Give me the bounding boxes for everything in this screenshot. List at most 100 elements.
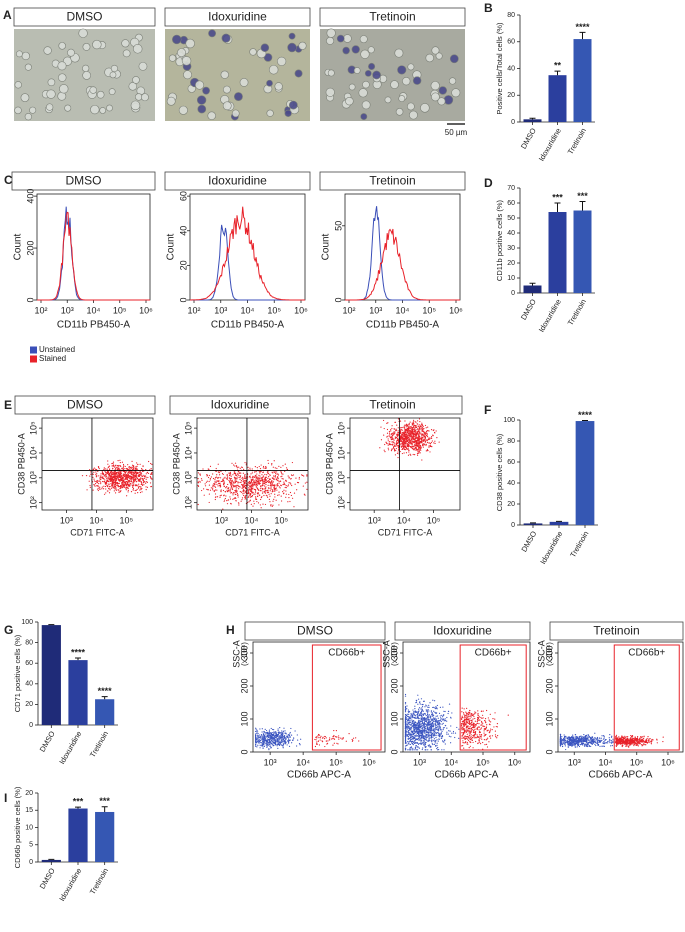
event <box>277 737 279 740</box>
event <box>245 487 247 490</box>
event <box>276 489 278 491</box>
event <box>414 444 416 446</box>
cell <box>249 48 257 56</box>
event <box>447 710 450 713</box>
event <box>314 738 316 741</box>
cell <box>223 85 231 94</box>
event <box>132 473 134 475</box>
event <box>290 734 293 736</box>
event <box>402 426 404 429</box>
x-tick-label: 10⁴ <box>87 305 101 315</box>
event <box>407 716 409 718</box>
event <box>197 484 199 487</box>
event <box>407 448 409 450</box>
event <box>280 470 282 472</box>
event <box>492 717 494 720</box>
histogram <box>37 211 150 301</box>
event <box>262 481 264 483</box>
event <box>255 728 257 730</box>
event <box>133 475 135 477</box>
event <box>427 734 429 736</box>
event <box>126 483 129 486</box>
event <box>420 425 422 427</box>
event <box>418 732 420 735</box>
event <box>432 736 434 739</box>
event <box>120 485 122 487</box>
event <box>279 727 281 729</box>
event <box>419 703 421 705</box>
event <box>136 480 138 482</box>
event <box>104 481 106 483</box>
event <box>470 719 472 721</box>
event <box>413 717 416 719</box>
event <box>410 454 412 456</box>
event <box>458 728 460 730</box>
event <box>125 488 127 490</box>
event <box>237 473 239 475</box>
event <box>396 424 398 426</box>
event <box>441 716 444 718</box>
event <box>242 472 244 474</box>
event <box>475 740 477 743</box>
event <box>411 736 413 738</box>
event <box>132 479 135 481</box>
event <box>280 733 282 735</box>
event <box>429 725 431 727</box>
event <box>421 716 423 718</box>
event <box>404 706 407 708</box>
event <box>413 433 415 435</box>
event <box>426 730 428 733</box>
event <box>239 491 241 493</box>
y-axis-label: Count <box>166 233 177 260</box>
cell <box>82 42 91 51</box>
event <box>116 471 118 474</box>
event <box>404 717 407 719</box>
event <box>89 484 91 487</box>
event <box>110 483 112 485</box>
event <box>487 737 489 739</box>
event <box>420 698 423 700</box>
event <box>256 473 258 475</box>
event <box>250 494 252 496</box>
event <box>326 743 328 745</box>
event <box>441 714 443 717</box>
event <box>404 715 407 718</box>
event <box>119 459 121 461</box>
x-tick-label: 10³ <box>60 515 73 525</box>
event <box>108 492 111 494</box>
event <box>400 443 402 445</box>
event <box>112 462 114 464</box>
event <box>408 722 410 724</box>
cell <box>108 88 116 96</box>
event <box>416 431 418 433</box>
y-axis-label: Count <box>321 233 332 260</box>
event <box>406 424 408 427</box>
event <box>404 721 407 723</box>
event <box>470 713 472 715</box>
event <box>422 723 425 726</box>
y-axis-label: CD38 PB450-A <box>324 433 334 495</box>
event <box>423 736 425 738</box>
event <box>255 730 257 733</box>
event <box>338 738 340 740</box>
event <box>416 742 418 744</box>
event <box>450 725 452 727</box>
event <box>284 730 286 732</box>
event <box>133 466 135 469</box>
cell <box>448 77 457 85</box>
event <box>432 743 434 746</box>
event <box>404 719 407 721</box>
event <box>278 740 280 742</box>
event <box>241 499 243 501</box>
event <box>234 476 236 479</box>
event <box>282 735 284 737</box>
event <box>395 429 397 431</box>
cell <box>197 104 207 114</box>
cell <box>140 93 149 102</box>
x-tick-label: 10⁴ <box>244 515 258 525</box>
event <box>136 477 139 480</box>
event <box>105 488 107 490</box>
cell <box>109 71 117 79</box>
event <box>257 744 259 746</box>
event <box>238 474 240 477</box>
